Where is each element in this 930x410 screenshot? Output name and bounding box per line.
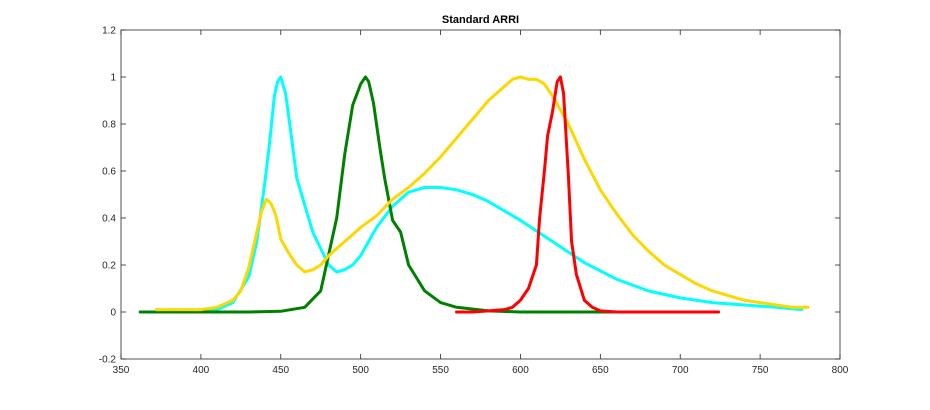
- series-line-3: [154, 75, 810, 312]
- x-tick-label: 700: [672, 365, 689, 376]
- x-tick-label: 400: [193, 365, 210, 376]
- x-tick-label: 550: [432, 365, 449, 376]
- chart-title: Standard ARRI: [442, 14, 519, 26]
- y-tick-label: 0.6: [102, 167, 116, 178]
- axes-layer: 350 400 450 500 550 600 650 700 750 800 -0.2 0 0.2 0.…: [99, 26, 849, 377]
- y-tick-label: 1: [110, 73, 116, 84]
- y-tick-label: 1.2: [102, 26, 116, 37]
- axes-box: [120, 29, 841, 360]
- series-layer: [138, 75, 810, 314]
- x-tick-label: 450: [272, 365, 289, 376]
- x-tick-label: 500: [352, 365, 369, 376]
- y-tick-label: 0.4: [102, 214, 116, 225]
- y-tick-label: 0.2: [102, 261, 116, 272]
- x-tick-label: 750: [752, 365, 769, 376]
- x-tick-label: 650: [592, 365, 609, 376]
- series-line-4: [455, 75, 721, 314]
- y-tick-label: 0: [110, 308, 116, 319]
- y-tick-label: 0.8: [102, 120, 116, 131]
- y-tick-label: -0.2: [99, 355, 117, 366]
- x-tick-label: 800: [832, 365, 849, 376]
- x-tick-label: 350: [113, 365, 130, 376]
- x-tick-label: 600: [512, 365, 529, 376]
